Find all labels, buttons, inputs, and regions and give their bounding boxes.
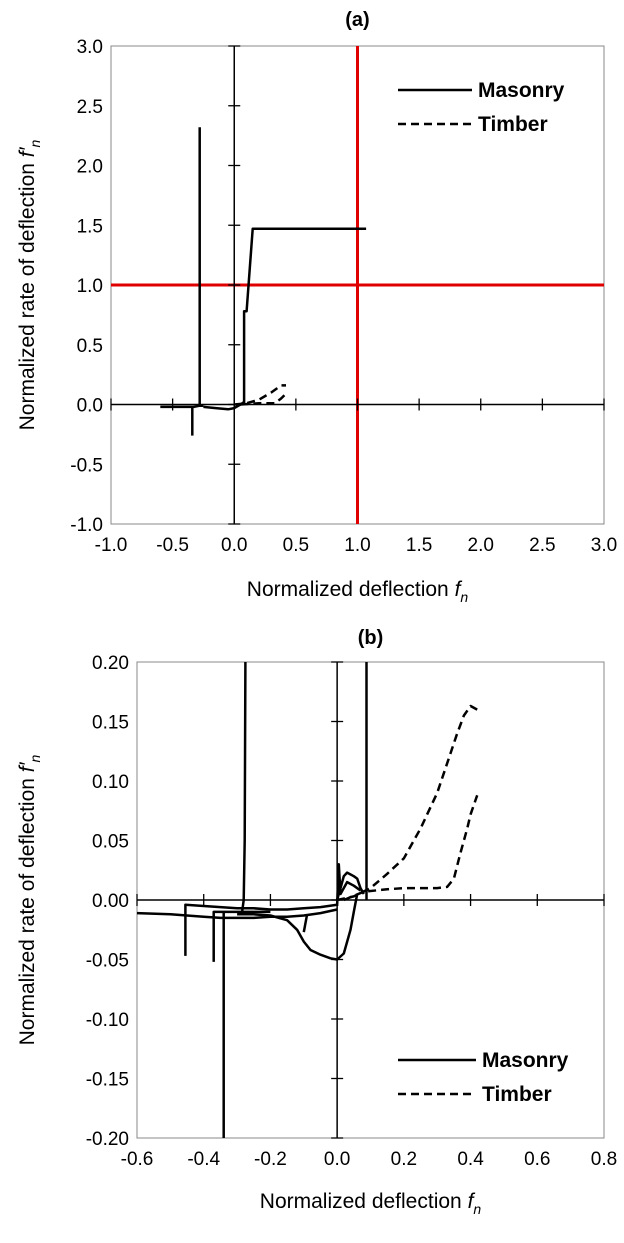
y-tick-label: -0.5 bbox=[70, 455, 103, 476]
x-tick-label: 0.0 bbox=[221, 535, 247, 556]
masonry-line bbox=[240, 662, 247, 913]
y-tick-label: 0.00 bbox=[92, 891, 129, 912]
panel-title: (a) bbox=[345, 9, 369, 31]
x-tick-label: 1.5 bbox=[406, 535, 432, 556]
legend-label-timber: Timber bbox=[478, 113, 548, 136]
series-timber bbox=[234, 384, 287, 406]
series-masonry bbox=[160, 127, 367, 436]
y-axis-title: Normalized rate of deflection f′n bbox=[16, 139, 43, 430]
x-axis-title-var: f bbox=[468, 1190, 476, 1213]
y-tick-label: -0.10 bbox=[86, 1010, 129, 1031]
x-tick-label: -0.2 bbox=[254, 1149, 287, 1170]
x-tick-label: 2.0 bbox=[468, 535, 494, 556]
y-tick-label: 1.5 bbox=[77, 216, 103, 237]
x-tick-label: 2.5 bbox=[529, 535, 555, 556]
y-tick-label: 3.0 bbox=[77, 37, 103, 58]
legend-label-masonry: Masonry bbox=[478, 79, 565, 102]
x-axis-title: Normalized deflection fn bbox=[260, 1190, 482, 1217]
y-axis-title: Normalized rate of deflection f′n bbox=[16, 754, 43, 1045]
x-tick-label: -0.4 bbox=[187, 1149, 220, 1170]
x-axis-title-sub: n bbox=[473, 1201, 481, 1217]
series-masonry bbox=[137, 662, 368, 1138]
x-tick-label: -0.5 bbox=[156, 535, 189, 556]
y-tick-label: 0.5 bbox=[77, 336, 103, 357]
y-axis-title-text: Normalized rate of deflection bbox=[16, 163, 39, 430]
legend-label-masonry: Masonry bbox=[482, 1049, 569, 1072]
y-tick-label: -0.15 bbox=[86, 1070, 129, 1091]
x-axis-title-var: f bbox=[455, 578, 463, 601]
y-tick-label: 0.15 bbox=[92, 713, 129, 734]
timber-line bbox=[336, 704, 478, 902]
y-tick-label: 0.0 bbox=[77, 396, 103, 417]
y-tick-label: 0.20 bbox=[92, 653, 129, 674]
y-axis-title-var: f′ bbox=[16, 146, 39, 157]
y-tick-label: 0.10 bbox=[92, 772, 129, 793]
timber-line bbox=[343, 794, 479, 902]
y-axis-title-text: Normalized rate of deflection bbox=[16, 778, 39, 1045]
y-tick-label: -1.0 bbox=[70, 515, 103, 536]
masonry-line bbox=[160, 404, 204, 409]
y-tick-label: 0.05 bbox=[92, 832, 129, 853]
x-tick-label: 0.6 bbox=[524, 1149, 550, 1170]
masonry-line bbox=[242, 227, 367, 405]
masonry-line bbox=[184, 903, 338, 956]
x-axis-title-text: Normalized deflection bbox=[260, 1190, 462, 1213]
x-tick-label: -1.0 bbox=[95, 535, 128, 556]
y-tick-label: 2.0 bbox=[77, 157, 103, 178]
x-axis-title: Normalized deflection fn bbox=[247, 578, 469, 605]
panel-title: (b) bbox=[358, 627, 384, 649]
masonry-line bbox=[212, 910, 271, 962]
masonry-line bbox=[335, 863, 362, 907]
x-tick-label: -0.6 bbox=[121, 1149, 154, 1170]
y-axis-title-sub: n bbox=[27, 139, 43, 147]
timber-line bbox=[240, 392, 287, 406]
y-tick-label: 2.5 bbox=[77, 97, 103, 118]
masonry-line bbox=[237, 893, 359, 961]
x-tick-label: 1.0 bbox=[344, 535, 370, 556]
x-tick-label: 0.5 bbox=[283, 535, 309, 556]
x-axis-title-text: Normalized deflection bbox=[247, 578, 449, 601]
y-tick-label: -0.20 bbox=[86, 1129, 129, 1150]
x-axis-title-sub: n bbox=[460, 589, 468, 605]
timber-line bbox=[234, 384, 286, 406]
x-tick-label: 0.8 bbox=[591, 1149, 617, 1170]
y-axis-title-var: f′ bbox=[16, 761, 39, 772]
series-timber bbox=[336, 704, 479, 902]
panel-b: -0.6 -0.4 -0.2 0.0 0.2 0.4 0.6 0.8 -0.20 -0.15 -0.… bbox=[16, 627, 617, 1217]
masonry-line bbox=[302, 914, 309, 933]
legend-label-timber: Timber bbox=[482, 1083, 552, 1106]
y-axis-title-sub: n bbox=[27, 754, 43, 762]
x-tick-label: 3.0 bbox=[591, 535, 617, 556]
x-tick-label: 0.4 bbox=[457, 1149, 484, 1170]
x-tick-label: 0.2 bbox=[391, 1149, 417, 1170]
panel-a: -1.0 -0.5 0.0 0.5 1.0 1.5 2.0 2.5 3.0 -1.0 -0.5 0.0… bbox=[16, 9, 617, 605]
x-tick-label: 0.0 bbox=[324, 1149, 350, 1170]
y-tick-label: -0.05 bbox=[86, 951, 129, 972]
y-tick-label: 1.0 bbox=[77, 276, 103, 297]
